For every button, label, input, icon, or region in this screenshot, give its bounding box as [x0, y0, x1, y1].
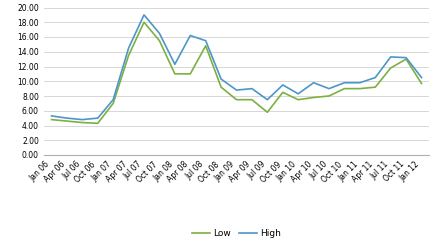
- High: [234, 88, 239, 92]
- Low: [172, 72, 177, 76]
- High: [126, 46, 131, 50]
- Low: [388, 66, 393, 70]
- High: [311, 81, 316, 84]
- High: [64, 116, 70, 120]
- High: [403, 56, 409, 59]
- High: [80, 118, 85, 121]
- Low: [80, 121, 85, 124]
- High: [141, 13, 147, 16]
- Low: [219, 86, 224, 89]
- Low: [95, 122, 100, 125]
- High: [373, 76, 378, 79]
- Low: [403, 58, 409, 60]
- Legend: Low, High: Low, High: [188, 226, 285, 242]
- Low: [126, 54, 131, 57]
- Low: [342, 87, 347, 90]
- Low: [187, 72, 193, 76]
- High: [280, 84, 286, 86]
- Low: [110, 102, 116, 105]
- Low: [326, 94, 332, 98]
- High: [95, 116, 100, 120]
- High: [187, 34, 193, 37]
- High: [419, 76, 424, 79]
- Low: [203, 44, 208, 47]
- Low: [141, 21, 147, 24]
- High: [172, 63, 177, 66]
- Low: [357, 87, 363, 90]
- Low: [419, 82, 424, 85]
- High: [157, 32, 162, 35]
- Low: [234, 98, 239, 101]
- Line: High: High: [52, 15, 421, 120]
- Low: [265, 111, 270, 114]
- Low: [249, 98, 254, 101]
- High: [219, 78, 224, 80]
- Low: [296, 98, 301, 101]
- High: [249, 87, 254, 90]
- Low: [49, 118, 54, 121]
- Low: [373, 86, 378, 89]
- Low: [64, 120, 70, 122]
- High: [203, 39, 208, 42]
- High: [342, 81, 347, 84]
- High: [357, 81, 363, 84]
- High: [326, 87, 332, 90]
- Low: [311, 96, 316, 99]
- High: [296, 92, 301, 95]
- Low: [157, 39, 162, 42]
- Line: Low: Low: [52, 22, 421, 123]
- Low: [280, 91, 286, 94]
- High: [110, 98, 116, 101]
- High: [388, 56, 393, 58]
- High: [265, 98, 270, 101]
- High: [49, 114, 54, 117]
